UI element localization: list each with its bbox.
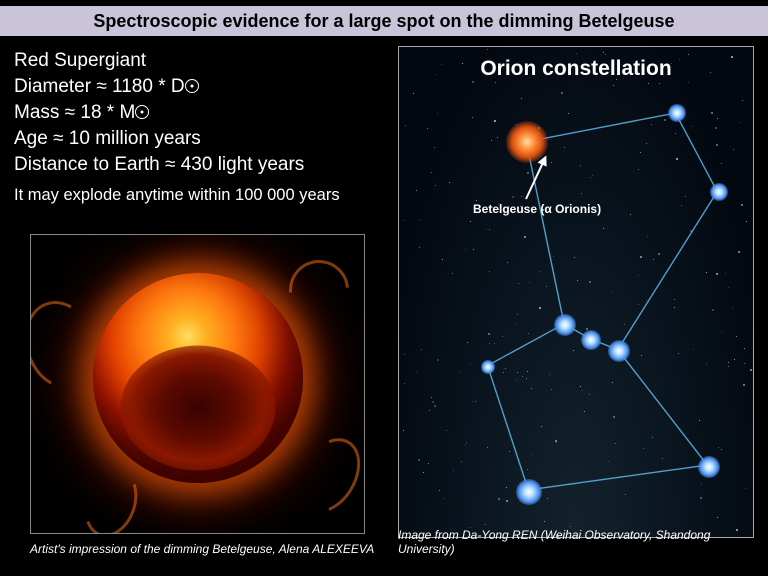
betelgeuse-label: Betelgeuse (α Orionis) <box>473 202 601 216</box>
fact-explode: It may explode anytime within 100 000 ye… <box>14 186 340 205</box>
right-caption: Image from Da-Yong REN (Weihai Observato… <box>398 528 768 556</box>
fact-mass: Mass ≈ 18 * M <box>14 102 340 124</box>
blue-star-icon <box>698 456 720 478</box>
fact-type: Red Supergiant <box>14 50 340 72</box>
blue-star-icon <box>481 360 495 374</box>
star-spot-icon <box>120 345 275 470</box>
blue-star-icon <box>608 340 630 362</box>
prominence-icon <box>285 427 365 524</box>
blue-star-icon <box>516 479 542 505</box>
blue-star-icon <box>668 104 686 122</box>
betelgeuse-art-panel <box>30 234 365 534</box>
page-title: Spectroscopic evidence for a large spot … <box>93 11 674 32</box>
fact-diameter: Diameter ≈ 1180 * D <box>14 76 340 98</box>
blue-star-icon <box>554 314 576 336</box>
orion-panel: Orion constellation Betelgeuse (α Orioni… <box>398 46 754 538</box>
sun-symbol-icon <box>185 79 199 93</box>
title-bar: Spectroscopic evidence for a large spot … <box>0 6 768 36</box>
prominence-icon <box>76 462 147 534</box>
sun-symbol-icon <box>135 105 149 119</box>
blue-star-icon <box>581 330 601 350</box>
left-caption: Artist's impression of the dimming Betel… <box>30 542 374 556</box>
facts-block: Red Supergiant Diameter ≈ 1180 * D Mass … <box>14 50 340 209</box>
blue-star-icon <box>710 183 728 201</box>
orion-title: Orion constellation <box>399 57 753 81</box>
fact-age: Age ≈ 10 million years <box>14 128 340 150</box>
fact-distance: Distance to Earth ≈ 430 light years <box>14 154 340 176</box>
prominence-icon <box>277 248 362 333</box>
